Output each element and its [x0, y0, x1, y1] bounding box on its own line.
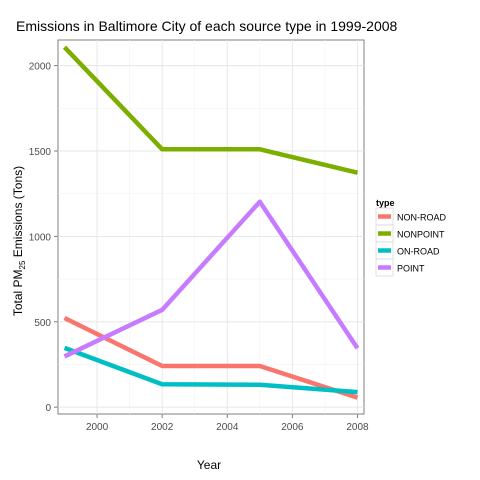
chart-title: Emissions in Baltimore City of each sour…	[16, 18, 398, 34]
y-tick-label: 500	[34, 318, 51, 329]
series-line-on-road	[63, 345, 358, 395]
y-axis-title-suffix: Emissions (Tons)	[11, 166, 25, 261]
x-axis: 2000 2002 2004 2006 2008	[86, 414, 369, 433]
series-line-non-road	[63, 316, 359, 400]
y-axis-title-prefix: Total PM	[11, 269, 25, 316]
plot-panel	[57, 39, 365, 415]
legend-label: NON-ROAD	[397, 213, 446, 223]
y-tick-label: 1500	[29, 147, 52, 158]
y-axis: 0 500 1000 1500 2000	[29, 62, 58, 414]
series-line-nonpoint	[62, 45, 359, 175]
y-axis-title-subscript: 25	[18, 260, 27, 269]
x-tick-label: 2008	[346, 422, 369, 433]
y-tick-label: 1000	[29, 232, 52, 243]
legend-label: NONPOINT	[397, 230, 445, 240]
x-tick-label: 2004	[216, 422, 239, 433]
series-line-point	[63, 199, 360, 359]
y-tick-label: 2000	[29, 62, 52, 73]
y-tick-label: 0	[45, 403, 51, 414]
plot-background	[57, 39, 365, 415]
legend-label: POINT	[397, 264, 425, 274]
legend-label: ON-ROAD	[397, 247, 440, 257]
y-axis-title: Total PM25 Emissions (Tons)	[11, 166, 27, 316]
x-tick-label: 2006	[281, 422, 304, 433]
x-tick-label: 2002	[151, 422, 174, 433]
x-axis-title: Year	[197, 458, 221, 472]
legend-title: type	[376, 198, 395, 208]
x-tick-label: 2000	[86, 422, 109, 433]
